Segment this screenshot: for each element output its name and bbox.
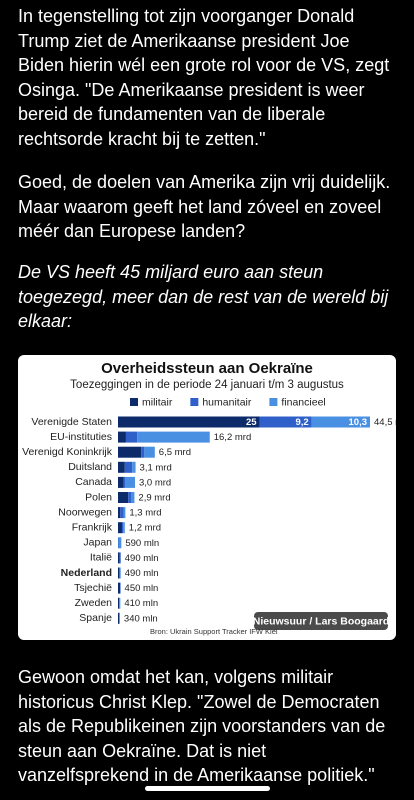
value-label: 9,2 [295, 417, 308, 428]
legend-swatch [269, 398, 278, 406]
bar-segment [118, 522, 122, 534]
total-label: 16,2 mrd [214, 432, 252, 443]
bar-segment [118, 537, 122, 549]
total-label: 1,2 mrd [129, 523, 161, 534]
bar-segment [118, 416, 260, 428]
y-tick-label: Japan [83, 537, 112, 549]
bar-segment [123, 522, 125, 534]
legend-label: financieel [281, 396, 325, 408]
bar-segment [119, 567, 121, 579]
source: Bron: Ukrain Support Tracker IFW Kiel [150, 627, 278, 636]
total-label: 6,5 mrd [159, 447, 191, 458]
credit-badge [254, 612, 388, 630]
paragraph: Gewoon omdat het kan, volgens militair h… [18, 667, 386, 785]
y-tick-label: Italië [90, 552, 112, 564]
y-tick-label: EU-instituties [50, 431, 112, 443]
bar-segment [118, 537, 119, 549]
bar-segment [118, 446, 142, 458]
total-label: 1,3 mrd [129, 508, 161, 519]
total-label: 44,5 mrd [374, 417, 396, 428]
legend-label: militair [142, 396, 173, 408]
bar-segment [123, 476, 126, 488]
y-tick-label: Noorwegen [58, 506, 112, 518]
bar-segment [120, 567, 121, 579]
total-label: 3,0 mrd [139, 477, 171, 488]
total-label: 2,9 mrd [138, 493, 170, 504]
legend-swatch [190, 398, 199, 406]
bar-segment [119, 597, 120, 609]
bar-segment [132, 461, 136, 473]
bar-segment [128, 492, 132, 503]
credit: Nieuwsuur / Lars Boogaard [253, 615, 390, 627]
bar-segment [118, 492, 129, 503]
y-tick-label: Tsjechië [74, 582, 112, 594]
bar-segment [119, 552, 121, 564]
paragraph: De VS heeft 45 miljard euro aan steun to… [18, 262, 389, 331]
bar-segment [121, 522, 124, 534]
bar-segment [131, 492, 135, 503]
bar-segment [124, 461, 133, 473]
y-tick-label: Verenigd Koninkrijk [22, 446, 113, 458]
legend-swatch [130, 398, 138, 406]
chart-card: Overheidssteun aan Oekraïne Toezeggingen… [18, 355, 412, 640]
bar-segment [118, 552, 120, 564]
total-label: 490 mln [125, 568, 159, 579]
bar-segment [118, 582, 120, 594]
y-tick-label: Frankrijk [72, 521, 113, 533]
total-label: 590 mln [125, 538, 159, 549]
y-tick-label: Zweden [75, 597, 113, 609]
bar-segment [120, 507, 124, 519]
bar-segment [125, 476, 135, 488]
bar-segment [118, 461, 125, 473]
bar-segment [118, 597, 120, 609]
bar-segment [123, 507, 126, 519]
chart-title: Overheidssteun aan Oekraïne [101, 360, 313, 377]
bar-segment [119, 582, 121, 594]
y-tick-label: Verenigde Staten [31, 416, 112, 428]
bar-segment [311, 416, 370, 428]
total-label: 340 mln [124, 613, 158, 624]
bar-segment [125, 431, 138, 443]
y-tick-label: Nederland [61, 567, 112, 579]
bar-segment [259, 416, 312, 428]
y-tick-label: Duitsland [68, 461, 112, 473]
bar-segment [141, 446, 145, 458]
y-tick-label: Canada [75, 476, 112, 488]
total-label: 490 mln [125, 553, 159, 564]
bar-segment [119, 597, 121, 609]
home-indicator [145, 786, 270, 791]
y-tick-label: Spanje [79, 612, 112, 624]
bar-segment [118, 476, 124, 488]
chart-subtitle: Toezeggingen in de periode 24 januari t/… [70, 379, 344, 391]
paragraph: Goed, de doelen van Amerika zijn vrij du… [18, 172, 391, 241]
paragraph: In tegenstelling tot zijn voorganger Don… [18, 6, 390, 149]
total-label: 410 mln [124, 598, 158, 609]
bar-segment [118, 567, 120, 579]
value-label: 25 [246, 417, 257, 428]
chart: Overheidssteun aan Oekraïne Toezeggingen… [22, 360, 411, 636]
bar-segment [118, 507, 121, 519]
bar-segment [144, 446, 155, 458]
legend-label: humanitair [202, 396, 252, 408]
bar-segment [137, 431, 210, 443]
total-label: 450 mln [125, 583, 159, 594]
y-tick-label: Polen [85, 491, 112, 503]
bar-segment [119, 612, 120, 624]
value-label: 10,3 [349, 417, 368, 428]
bar-segment [118, 431, 126, 443]
bar-segment [118, 612, 120, 624]
total-label: 3,1 mrd [140, 462, 172, 473]
